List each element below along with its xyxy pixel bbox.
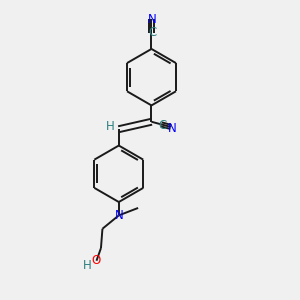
Text: N: N	[114, 209, 123, 222]
Text: O: O	[92, 254, 101, 267]
Text: N: N	[148, 13, 157, 26]
Text: N: N	[168, 122, 177, 135]
Text: C: C	[158, 119, 167, 132]
Text: H: H	[83, 259, 92, 272]
Text: H: H	[106, 120, 115, 133]
Text: C: C	[148, 26, 156, 39]
